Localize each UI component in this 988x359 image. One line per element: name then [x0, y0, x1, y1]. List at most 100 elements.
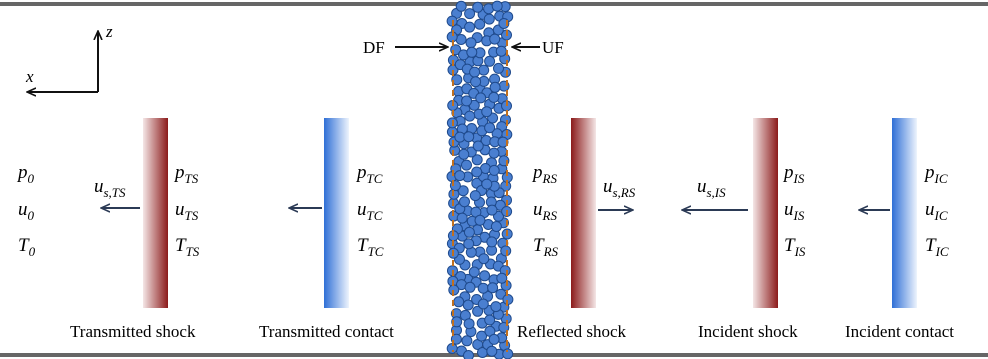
- particle: [475, 92, 487, 104]
- particle: [462, 299, 474, 311]
- svg-text:pIS: pIS: [782, 162, 805, 186]
- particle: [477, 298, 489, 310]
- particle: [463, 318, 475, 330]
- svg-text:us,RS: us,RS: [603, 176, 636, 200]
- svg-text:u0: u0: [18, 199, 35, 223]
- particle: [455, 0, 467, 12]
- particle: [489, 33, 501, 45]
- particle: [488, 91, 500, 103]
- reflected-shock-caption: Reflected shock: [517, 322, 627, 341]
- particle: [488, 147, 500, 159]
- particle: [472, 305, 484, 317]
- particle: [456, 212, 468, 224]
- particle: [500, 245, 512, 257]
- transmitted-shock: us,TS pTS uTS TTS Transmitted shock: [70, 118, 200, 341]
- svg-text:pTC: pTC: [355, 162, 383, 186]
- particle: [472, 140, 484, 152]
- particle: [451, 74, 463, 86]
- particle: [453, 296, 465, 308]
- particle: [484, 122, 496, 134]
- svg-text:TTC: TTC: [357, 235, 384, 259]
- particle: [483, 13, 495, 25]
- particle: [466, 46, 478, 58]
- particle: [463, 238, 475, 250]
- particle: [471, 154, 483, 166]
- particle: [478, 64, 490, 76]
- particle: [465, 37, 477, 49]
- svg-text:TIS: TIS: [784, 235, 806, 259]
- svg-text:TIC: TIC: [925, 235, 949, 259]
- particle: [469, 66, 481, 78]
- incident-contact-caption: Incident contact: [845, 322, 954, 341]
- particle: [472, 1, 484, 13]
- particle: [464, 110, 476, 122]
- svg-text:pRS: pRS: [531, 162, 557, 186]
- transmitted-shock-caption: Transmitted shock: [70, 322, 196, 341]
- particle: [471, 166, 483, 178]
- svg-text:pTS: pTS: [173, 162, 199, 186]
- particle: [491, 0, 503, 12]
- particle: [458, 148, 470, 160]
- particle: [490, 301, 502, 313]
- reflected-shock-band: [571, 118, 596, 308]
- particle: [495, 45, 507, 57]
- particle: [486, 204, 498, 216]
- particle: [463, 350, 474, 359]
- incident-shock: us,IS pIS uIS TIS Incident shock: [683, 118, 806, 341]
- x-axis-label: x: [25, 67, 34, 86]
- reflected-shock: us,RS pRS uRS TRS Reflected shock: [517, 118, 636, 341]
- particle: [490, 221, 502, 232]
- particle: [476, 330, 488, 342]
- transmitted-contact: pTC uTC TTC Transmitted contact: [259, 118, 394, 341]
- particle: [474, 214, 486, 226]
- particle: [493, 62, 504, 74]
- svg-text:p0: p0: [16, 162, 35, 186]
- particle: [468, 266, 480, 278]
- particle: [478, 253, 490, 265]
- particle: [477, 282, 489, 294]
- upstream-front-label: UF: [542, 38, 564, 57]
- incident-shock-caption: Incident shock: [698, 322, 798, 341]
- particle: [487, 282, 499, 294]
- transmitted-contact-band: [324, 118, 349, 308]
- coordinate-axes: z x: [25, 22, 113, 92]
- svg-text:uRS: uRS: [533, 199, 557, 223]
- particle: [464, 8, 476, 20]
- svg-text:TRS: TRS: [533, 235, 559, 259]
- z-axis-label: z: [105, 22, 113, 41]
- incident-shock-band: [753, 118, 778, 308]
- svg-text:us,IS: us,IS: [697, 176, 726, 200]
- particle: [449, 180, 461, 192]
- particle: [489, 81, 501, 93]
- svg-text:uTC: uTC: [357, 199, 383, 223]
- particle: [488, 333, 500, 345]
- particle: [463, 226, 475, 238]
- incident-contact: pIC uIC TIC Incident contact: [845, 118, 954, 341]
- particle: [457, 185, 469, 197]
- particle: [461, 335, 473, 347]
- particle: [463, 131, 475, 143]
- particle: [464, 281, 476, 293]
- particle: [481, 178, 493, 190]
- particle: [484, 314, 496, 326]
- particle: [461, 159, 472, 171]
- particle: [479, 270, 491, 282]
- transmitted-contact-caption: Transmitted contact: [259, 322, 394, 341]
- particle: [459, 196, 470, 208]
- svg-text:T0: T0: [18, 235, 36, 259]
- svg-text:TTS: TTS: [175, 235, 200, 259]
- svg-text:pIC: pIC: [923, 162, 948, 186]
- particle: [451, 316, 463, 328]
- particle: [484, 55, 496, 67]
- particle: [486, 345, 498, 357]
- svg-text:uIC: uIC: [925, 199, 948, 223]
- transmitted-shock-band: [143, 118, 168, 308]
- downstream-front-label: DF: [363, 38, 385, 57]
- incident-contact-band: [892, 118, 917, 308]
- svg-text:us,TS: us,TS: [94, 176, 126, 200]
- particle: [469, 190, 481, 202]
- particle: [481, 106, 493, 118]
- particle: [496, 272, 508, 284]
